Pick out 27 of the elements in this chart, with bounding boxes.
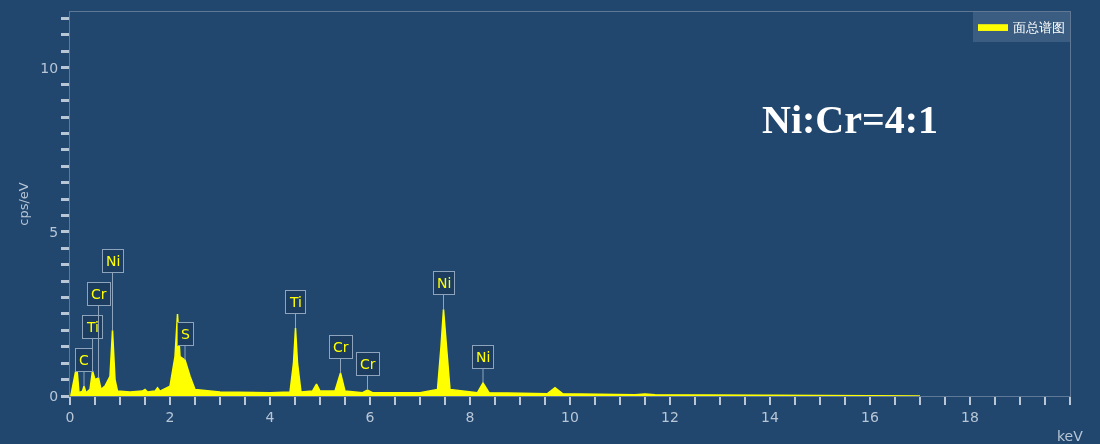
annotation: Ti — [86, 319, 100, 335]
x-tick-label: 12 — [661, 408, 679, 425]
annotation: Cr — [91, 286, 107, 302]
x-tick-label: 10 — [561, 408, 579, 425]
y-axis-title: cps/eV — [16, 182, 32, 226]
annotation: Ni — [437, 275, 452, 291]
x-tick-label: 6 — [365, 408, 375, 425]
annotation: C — [79, 352, 89, 368]
annotation: Ti — [289, 294, 303, 310]
x-tick-label: 4 — [265, 408, 275, 425]
x-axis-title: keV — [1057, 428, 1084, 444]
annotation: Ni:Cr=4:1 — [762, 97, 939, 142]
annotation: Ni — [476, 349, 491, 365]
x-tick-label: 2 — [165, 408, 175, 425]
x-tick-label: 16 — [861, 408, 879, 425]
x-tick-label: 18 — [961, 408, 979, 425]
x-tick-label: 14 — [761, 408, 779, 425]
annotation: S — [181, 326, 190, 342]
x-tick-label: 8 — [465, 408, 475, 425]
annotation: Cr — [360, 356, 376, 372]
y-tick-label: 10 — [40, 59, 59, 76]
y-tick-label: 0 — [49, 387, 59, 404]
y-tick-label: 5 — [49, 223, 59, 240]
legend-label: 面总谱图 — [1013, 20, 1065, 36]
annotation: Cr — [333, 339, 349, 355]
x-tick-label: 0 — [65, 408, 75, 425]
annotation: Ni — [106, 253, 121, 269]
